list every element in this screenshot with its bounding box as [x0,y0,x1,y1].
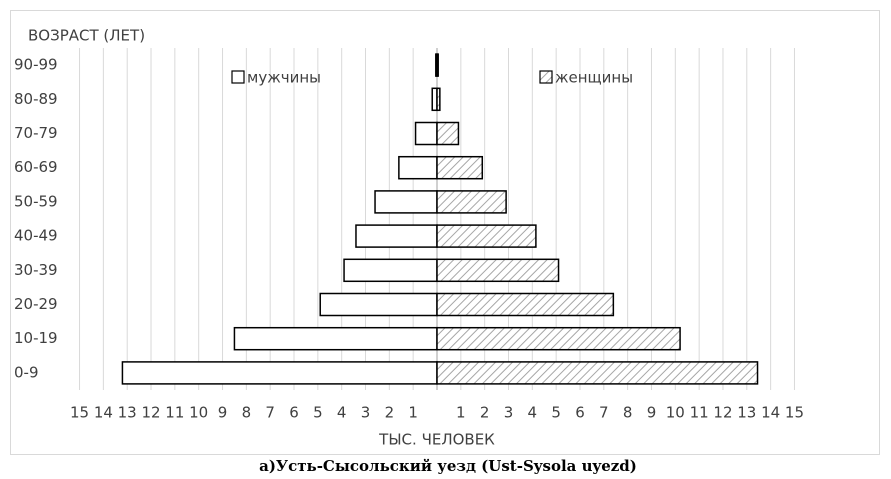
y-axis-title: ВОЗРАСТ (ЛЕТ) [28,27,145,45]
y-tick-label: 90-99 [14,56,58,74]
x-tick-label: 2 [385,404,395,422]
bar [436,361,759,385]
x-tick-label: 10 [666,404,685,422]
bar [436,292,615,317]
y-tick-label: 30-39 [14,261,58,279]
bar [436,190,507,214]
bar [436,155,484,180]
y-tick-label: 80-89 [14,90,58,108]
x-tick-label: 9 [218,404,228,422]
y-tick-label: 60-69 [14,158,58,176]
caption: а)Усть-Сысольский уезд (Ust-Sysola uyezd… [259,457,637,475]
x-tick-label: 3 [504,404,514,422]
x-tick-label: 11 [690,404,709,422]
legend-label: женщины [555,69,633,87]
bar [414,121,438,146]
bar [436,53,439,77]
x-tick-label: 9 [647,404,657,422]
bar [436,121,460,146]
x-tick-label: 11 [165,404,184,422]
x-tick-label: 14 [94,404,113,422]
x-tick-label: 6 [575,404,585,422]
bar [374,190,438,214]
x-axis-title: ТЫС. ЧЕЛОВЕК [378,431,495,449]
bar [436,87,441,112]
bar [436,258,560,283]
legend-label: мужчины [247,69,321,87]
bar [343,258,438,283]
legend-swatch [231,70,245,84]
bar [121,361,438,385]
bar [319,292,438,317]
x-tick-label: 2 [480,404,490,422]
x-tick-label: 1 [408,404,418,422]
y-tick-label: 70-79 [14,124,58,142]
x-tick-label: 14 [761,404,780,422]
bar [398,155,438,180]
x-tick-label: 4 [528,404,538,422]
bar [436,326,681,351]
x-tick-label: 13 [737,404,756,422]
x-tick-label: 12 [713,404,732,422]
x-tick-label: 3 [361,404,371,422]
x-tick-label: 7 [265,404,275,422]
x-tick-label: 13 [118,404,137,422]
x-tick-label: 15 [785,404,804,422]
x-tick-label: 8 [623,404,633,422]
x-tick-label: 8 [242,404,252,422]
x-tick-label: 4 [337,404,347,422]
x-tick-label: 10 [189,404,208,422]
x-tick-label: 5 [313,404,323,422]
bar [233,326,438,351]
x-tick-label: 5 [551,404,561,422]
x-tick-label: 6 [289,404,299,422]
x-tick-label: 7 [599,404,609,422]
x-tick-label: 1 [456,404,466,422]
y-tick-label: 50-59 [14,192,58,210]
y-tick-label: 40-49 [14,227,58,245]
x-tick-label: 12 [141,404,160,422]
x-tick-label: 15 [70,404,89,422]
y-tick-label: 10-19 [14,329,58,347]
y-tick-label: 20-29 [14,295,58,313]
y-tick-label: 0-9 [14,363,39,381]
bar [436,224,537,248]
legend-swatch [539,70,553,84]
bar [355,224,438,248]
